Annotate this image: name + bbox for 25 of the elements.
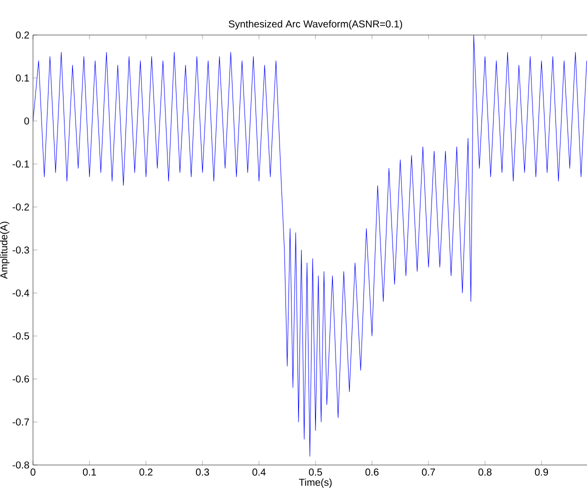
x-tick-label: 0.8 xyxy=(478,468,492,476)
y-tick-label: -0.4 xyxy=(12,289,30,297)
x-tick-label: 0.9 xyxy=(534,468,548,476)
y-tick-label: -0.3 xyxy=(12,246,30,254)
x-tick-label: 0.1 xyxy=(82,468,96,476)
x-tick-label: 0.5 xyxy=(308,468,322,476)
chart-title: Synthesized Arc Waveform(ASNR=0.1) xyxy=(228,20,402,30)
y-tick-label: -0.1 xyxy=(12,160,29,168)
x-tick-label: 0.3 xyxy=(196,468,210,476)
x-axis-title: Time(s) xyxy=(298,478,332,488)
y-tick-label: 0 xyxy=(24,117,30,125)
x-tick-label: 0.6 xyxy=(365,468,379,476)
y-tick-label: 0.1 xyxy=(16,74,29,82)
y-tick-label: 0.2 xyxy=(16,31,29,39)
y-tick-label: -0.8 xyxy=(12,461,30,469)
y-tick-label: -0.5 xyxy=(12,332,30,340)
y-tick-label: -0.2 xyxy=(12,203,29,211)
y-axis-title: Amplitude(A) xyxy=(0,222,10,279)
x-tick-label: 0.2 xyxy=(139,468,152,476)
x-tick-label: 0 xyxy=(30,468,36,476)
line-series xyxy=(33,35,587,457)
x-tick-label: 0.7 xyxy=(422,468,435,476)
y-tick-label: -0.6 xyxy=(12,375,30,383)
y-tick-label: -0.7 xyxy=(12,418,29,426)
x-tick-label: 0.4 xyxy=(252,468,266,476)
